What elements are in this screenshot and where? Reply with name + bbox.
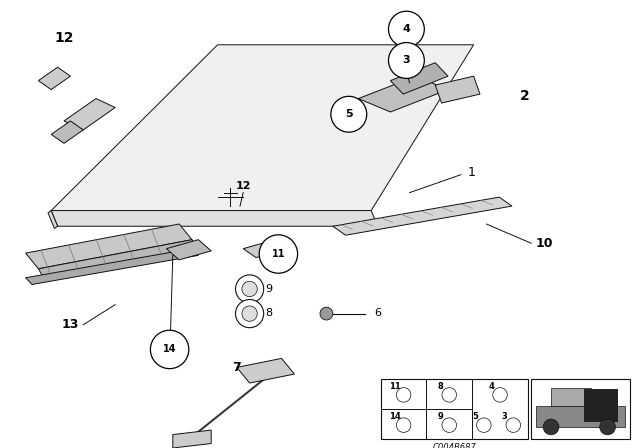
- Text: 11: 11: [389, 382, 401, 391]
- Circle shape: [506, 418, 520, 432]
- Circle shape: [442, 418, 456, 432]
- Text: 10: 10: [535, 237, 553, 250]
- Text: 3: 3: [502, 412, 508, 421]
- Polygon shape: [333, 197, 512, 235]
- Text: 8: 8: [438, 382, 444, 391]
- Polygon shape: [390, 63, 448, 94]
- Circle shape: [396, 418, 411, 432]
- Text: 14: 14: [389, 412, 401, 421]
- Circle shape: [259, 235, 298, 273]
- Text: 7: 7: [232, 361, 241, 374]
- Polygon shape: [237, 358, 294, 383]
- Circle shape: [236, 300, 264, 327]
- Circle shape: [242, 306, 257, 321]
- Circle shape: [320, 307, 333, 320]
- Text: 4: 4: [403, 24, 410, 34]
- Polygon shape: [551, 388, 591, 406]
- Polygon shape: [26, 249, 198, 284]
- Text: 12: 12: [236, 181, 251, 191]
- Bar: [584, 389, 618, 422]
- Polygon shape: [243, 240, 288, 258]
- Text: 2: 2: [520, 89, 530, 103]
- Polygon shape: [64, 99, 115, 130]
- Text: 9: 9: [265, 284, 273, 294]
- Text: 1: 1: [467, 166, 475, 179]
- Text: 5: 5: [472, 412, 478, 421]
- Circle shape: [388, 11, 424, 47]
- Circle shape: [331, 96, 367, 132]
- Polygon shape: [51, 211, 378, 226]
- Circle shape: [396, 388, 411, 402]
- Text: 14: 14: [163, 345, 177, 354]
- Text: 12: 12: [54, 31, 74, 45]
- Polygon shape: [166, 240, 211, 260]
- Bar: [536, 406, 625, 427]
- Polygon shape: [38, 240, 198, 280]
- Circle shape: [242, 281, 257, 297]
- Text: 8: 8: [265, 308, 273, 318]
- Bar: [531, 379, 630, 439]
- Text: 3: 3: [403, 56, 410, 65]
- Text: 6: 6: [374, 308, 381, 318]
- Circle shape: [150, 330, 189, 369]
- Polygon shape: [51, 45, 474, 211]
- Text: 5: 5: [345, 109, 353, 119]
- Bar: [381, 379, 528, 439]
- Polygon shape: [51, 121, 83, 143]
- Circle shape: [493, 388, 508, 402]
- Text: C004B687: C004B687: [433, 443, 476, 448]
- Circle shape: [543, 419, 559, 435]
- Text: 9: 9: [438, 412, 444, 421]
- Circle shape: [442, 388, 456, 402]
- Text: 11: 11: [271, 249, 285, 259]
- Text: 4: 4: [488, 382, 494, 391]
- Circle shape: [388, 43, 424, 78]
- Polygon shape: [358, 76, 448, 112]
- Circle shape: [236, 275, 264, 303]
- Polygon shape: [435, 76, 480, 103]
- Polygon shape: [173, 430, 211, 448]
- Text: 13: 13: [61, 318, 79, 332]
- Polygon shape: [26, 224, 192, 269]
- Circle shape: [477, 418, 491, 432]
- Circle shape: [600, 419, 616, 435]
- Polygon shape: [48, 211, 58, 228]
- Polygon shape: [38, 67, 70, 90]
